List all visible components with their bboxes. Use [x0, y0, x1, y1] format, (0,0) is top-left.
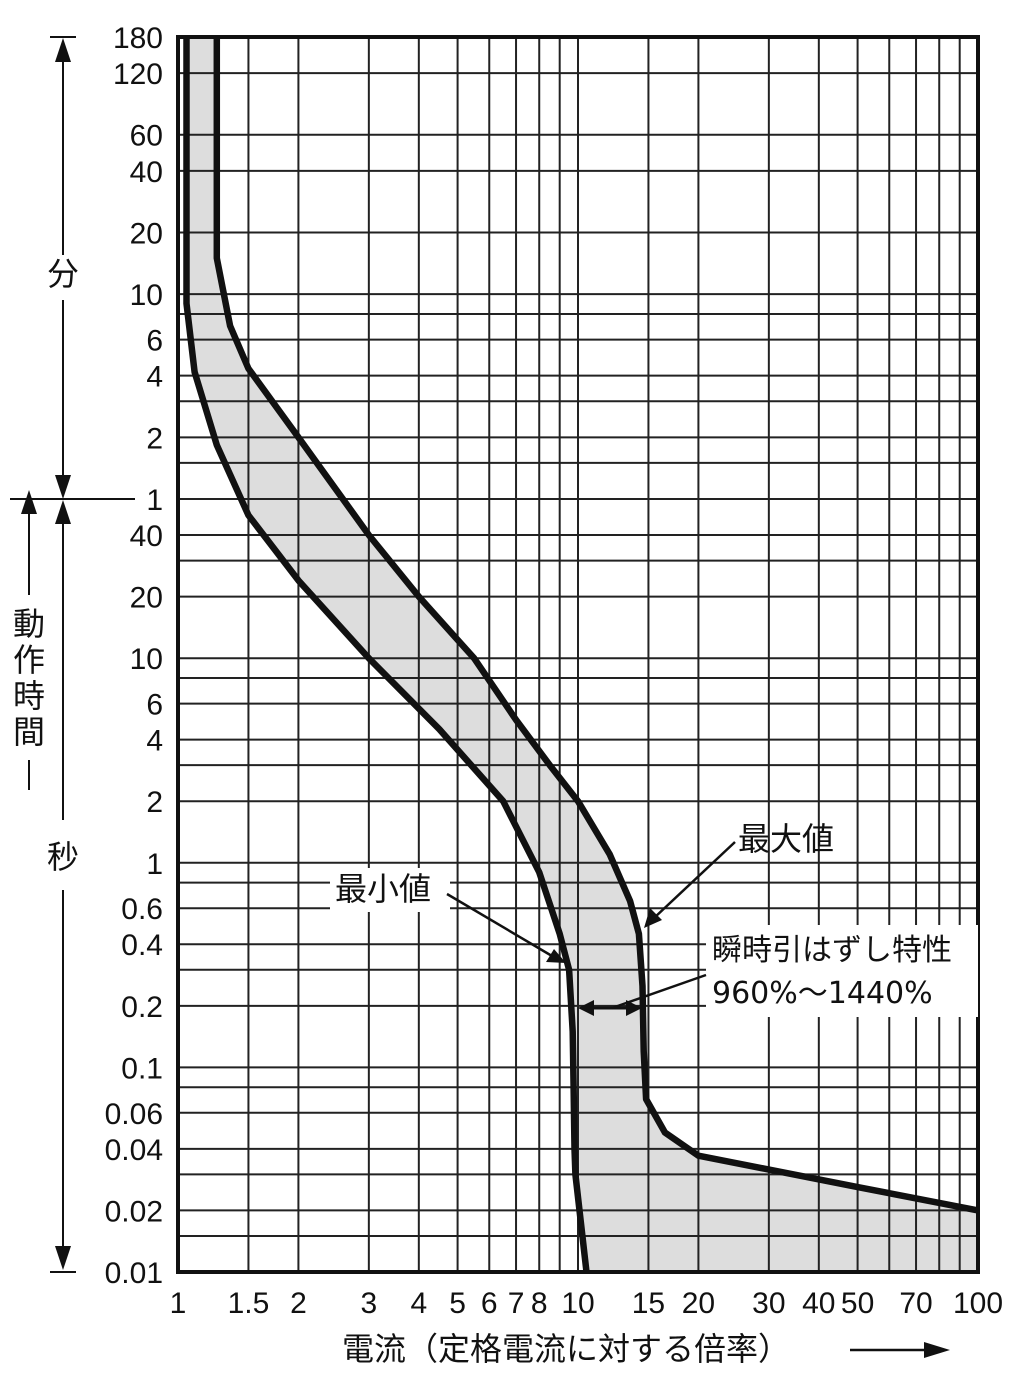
minutes-unit-label: 分 [47, 255, 79, 293]
x-tick-label: 2 [290, 1287, 307, 1320]
minutes-arrow-down-icon [55, 475, 71, 499]
y-tick-label: 0.02 [105, 1195, 163, 1228]
y-axis-label-arrow-icon [21, 490, 37, 514]
x-axis-label: 電流（定格電流に対する倍率） [342, 1330, 790, 1368]
y-tick-label: 4 [146, 725, 163, 758]
instant-range-arrow-left-icon [578, 1000, 594, 1016]
x-axis-arrow-icon [924, 1342, 950, 1358]
max-pointer-line [653, 841, 736, 919]
instant-trip-title: 瞬時引はずし特性 [712, 933, 952, 968]
min-label-backdrop [330, 868, 450, 912]
x-tick-label: 40 [802, 1287, 835, 1320]
x-tick-label: 4 [410, 1287, 427, 1320]
plot-frame [176, 35, 980, 1274]
y-tick-label: 0.2 [121, 991, 163, 1024]
x-tick-label: 6 [481, 1287, 498, 1320]
x-tick-label: 70 [899, 1287, 932, 1320]
seconds-arrow-up-icon [55, 500, 71, 524]
y-tick-labels: 18012060402010642140201064210.60.40.20.1… [105, 22, 163, 1290]
min-curve [183, 37, 590, 1273]
x-tick-label: 20 [682, 1287, 715, 1320]
x-tick-label: 1 [170, 1287, 187, 1320]
instant-label-backdrop [706, 925, 978, 1017]
y-tick-label: 10 [130, 643, 163, 676]
y-tick-label: 0.4 [121, 929, 163, 962]
x-tick-label: 100 [953, 1287, 1003, 1320]
y-tick-label: 1 [146, 484, 163, 517]
y-axis-label: 動作時間 [13, 605, 45, 751]
y-tick-label: 0.1 [121, 1052, 163, 1085]
min-pointer-line [446, 892, 553, 958]
y-tick-label: 4 [146, 361, 163, 394]
instant-pointer-line [611, 973, 707, 1010]
instant-range-arrow-right-icon [626, 1000, 642, 1016]
max-pointer-arrow-icon [644, 908, 662, 928]
operating-band-fill [186, 37, 978, 1272]
y-tick-label: 2 [146, 422, 163, 455]
y-tick-label: 0.6 [121, 893, 163, 926]
min-pointer-arrow-icon [546, 949, 566, 963]
x-tick-label: 30 [752, 1287, 785, 1320]
chart-annotations: 最大値 最小値 瞬時引はずし特性 960%〜1440% [330, 820, 978, 1017]
y-tick-label: 10 [130, 279, 163, 312]
instant-trip-range: 960%〜1440% [712, 976, 933, 1011]
y-tick-label: 6 [146, 325, 163, 358]
y-tick-label: 2 [146, 786, 163, 819]
x-tick-label: 8 [531, 1287, 548, 1320]
y-tick-label: 40 [130, 156, 163, 189]
x-tick-label: 7 [508, 1287, 525, 1320]
y-tick-label: 0.06 [105, 1098, 163, 1131]
y-tick-label: 40 [130, 520, 163, 553]
y-tick-label: 20 [130, 217, 163, 250]
y-tick-label: 0.01 [105, 1257, 163, 1290]
max-curve [213, 37, 979, 1214]
max-value-label: 最大値 [738, 820, 834, 858]
grid [178, 37, 978, 1272]
min-value-label: 最小値 [335, 870, 431, 908]
y-axis-annotations: 分 秒 動作時間 [10, 36, 135, 1273]
y-tick-label: 180 [113, 22, 163, 55]
minutes-arrow-up-icon [55, 38, 71, 62]
seconds-arrow-down-icon [55, 1246, 71, 1270]
x-tick-label: 15 [632, 1287, 665, 1320]
y-tick-label: 0.04 [105, 1134, 163, 1167]
y-tick-label: 20 [130, 582, 163, 615]
y-tick-label: 6 [146, 689, 163, 722]
y-tick-label: 120 [113, 58, 163, 91]
x-tick-labels: 1 1.5 2 3 4 5 6 7 8 10 15 20 30 40 50 70 100 [170, 1287, 1003, 1320]
x-tick-label: 10 [561, 1287, 594, 1320]
y-tick-label: 1 [146, 848, 163, 881]
x-tick-label: 1.5 [228, 1287, 270, 1320]
seconds-unit-label: 秒 [47, 838, 79, 876]
x-tick-label: 50 [841, 1287, 874, 1320]
x-tick-label: 3 [361, 1287, 378, 1320]
x-tick-label: 5 [449, 1287, 466, 1320]
y-tick-label: 60 [130, 120, 163, 153]
